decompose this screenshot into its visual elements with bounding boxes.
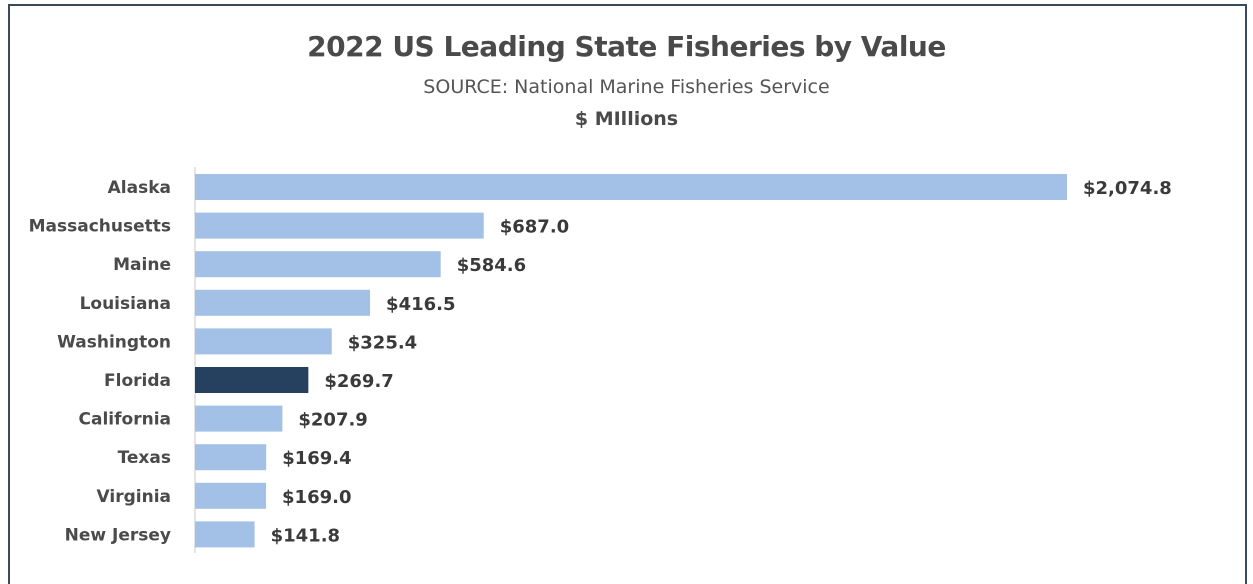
bar-louisiana xyxy=(195,289,371,316)
category-label: Massachusetts xyxy=(29,217,171,237)
category-label: Texas xyxy=(118,448,171,468)
category-label: New Jersey xyxy=(65,525,171,545)
value-label: $2,074.8 xyxy=(1083,178,1172,199)
bar-alaska xyxy=(195,174,1067,200)
category-label: Florida xyxy=(104,371,171,391)
category-label: Alaska xyxy=(108,178,171,198)
bar-maine xyxy=(195,251,441,278)
bar-florida xyxy=(195,367,309,393)
chart-title: 2022 US Leading State Fisheries by Value xyxy=(307,30,946,63)
chart-subtitle: SOURCE: National Marine Fisheries Servic… xyxy=(423,76,830,98)
chart-unit-label: $ MIllions xyxy=(574,108,679,130)
value-label: $584.6 xyxy=(457,255,526,276)
bar-texas xyxy=(195,444,267,471)
category-label: Washington xyxy=(57,332,171,352)
value-label: $169.4 xyxy=(282,448,351,469)
category-label: California xyxy=(79,410,171,430)
bar-washington xyxy=(195,328,332,355)
bar-new-jersey xyxy=(195,521,255,548)
value-label: $207.9 xyxy=(298,410,367,431)
bar-massachusetts xyxy=(195,212,484,239)
value-label: $141.8 xyxy=(271,525,340,546)
value-label: $269.7 xyxy=(324,371,393,392)
category-label: Virginia xyxy=(97,487,171,507)
value-label: $325.4 xyxy=(348,332,417,353)
bar-california xyxy=(195,405,283,432)
value-label: $687.0 xyxy=(500,217,569,238)
bar-virginia xyxy=(195,482,267,509)
category-label: Louisiana xyxy=(80,294,171,314)
value-label: $169.0 xyxy=(282,487,351,508)
category-label: Maine xyxy=(113,255,171,275)
value-label: $416.5 xyxy=(386,294,455,315)
